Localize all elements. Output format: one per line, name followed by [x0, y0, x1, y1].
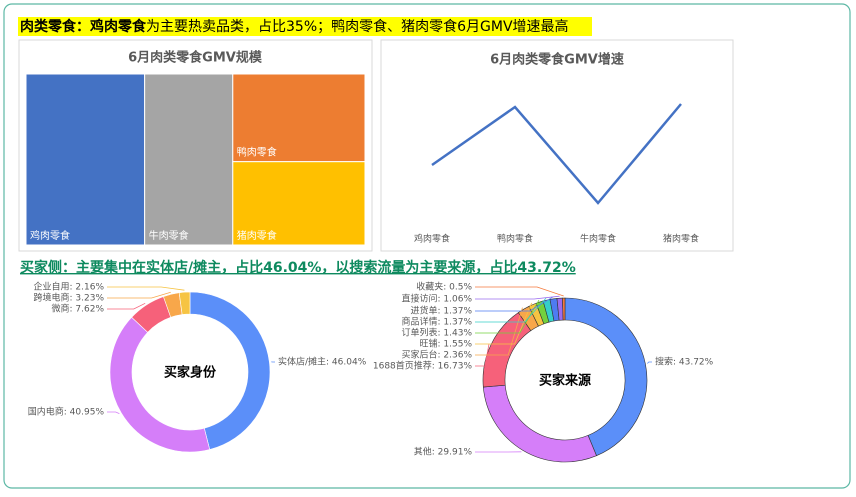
data-label: 收藏夹: 0.5%	[416, 281, 472, 293]
chart-title: 6月肉类零食GMV规模	[128, 50, 263, 66]
data-label: 搜索: 43.72%	[655, 356, 714, 368]
x-tick-label: 鸭肉零食	[497, 233, 533, 245]
headline-2: 买家侧：主要集中在实体店/摊主，占比46.04%，以搜索流量为主要来源，占比43…	[20, 259, 576, 276]
data-label: 直接访问: 1.06%	[402, 293, 473, 305]
data-label: 旺铺: 1.55%	[420, 338, 473, 350]
data-label: 其他: 29.91%	[414, 446, 473, 458]
x-tick-label: 鸡肉零食	[414, 233, 450, 245]
data-label: 国内电商: 40.95%	[28, 406, 105, 418]
x-tick-label: 猪肉零食	[663, 233, 699, 245]
headline-1: 肉类零食：鸡肉零食为主要热卖品类，占比35%；鸭肉零食、猪肉零食6月GMV增速最…	[20, 18, 569, 35]
headline-bold: 肉类零食：鸡肉零食	[20, 18, 147, 35]
data-label: 1688首页推荐: 16.73%	[373, 360, 473, 372]
data-label: 订单列表: 1.43%	[402, 327, 473, 339]
donut-slice	[562, 298, 565, 320]
headline-text: 为主要热卖品类，占比35%；鸭肉零食、猪肉零食6月GMV增速最高	[146, 18, 569, 35]
cell-label: 鸭肉零食	[237, 146, 277, 159]
data-label: 跨境电商: 3.23%	[34, 292, 105, 304]
cell-label: 鸡肉零食	[30, 229, 70, 242]
panel	[381, 40, 733, 251]
data-label: 微商: 7.62%	[52, 303, 105, 315]
chart-title: 6月肉类零食GMV增速	[490, 52, 624, 68]
center-label: 买家来源	[539, 373, 591, 389]
data-label: 进货单: 1.37%	[411, 305, 473, 317]
data-label: 商品详情: 1.37%	[402, 316, 473, 328]
center-label: 买家身份	[164, 365, 217, 381]
cell-label: 牛肉零食	[149, 229, 189, 242]
x-tick-label: 牛肉零食	[580, 233, 616, 245]
cell-label: 猪肉零食	[237, 229, 277, 242]
data-label: 企业自用: 2.16%	[34, 281, 105, 293]
treemap-cell	[26, 74, 145, 245]
data-label: 实体店/摊主: 46.04%	[278, 356, 367, 368]
data-label: 买家后台: 2.36%	[402, 349, 473, 361]
treemap-cell	[145, 74, 233, 245]
